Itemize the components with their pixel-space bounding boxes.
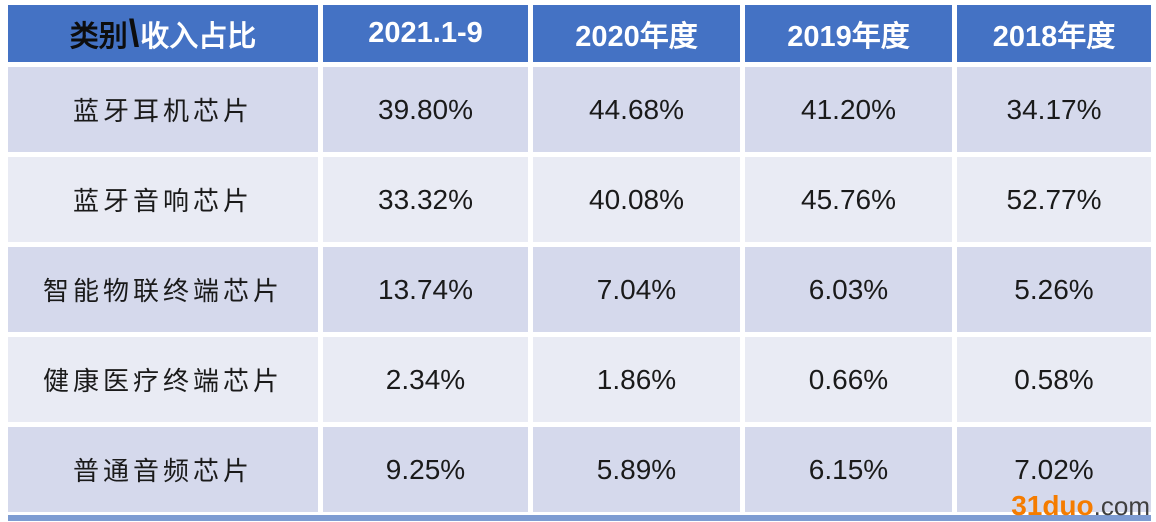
value-cell: 41.20% [745,67,952,152]
value-cell: 5.89% [533,427,740,512]
value-cell: 34.17% [957,67,1151,152]
value-cell: 9.25% [323,427,528,512]
table-row: 蓝牙音响芯片 33.32% 40.08% 45.76% 52.77% [8,157,1151,242]
value-cell: 1.86% [533,337,740,422]
value-cell: 33.32% [323,157,528,242]
value-cell: 13.74% [323,247,528,332]
value-cell: 7.02% [957,427,1151,512]
revenue-share-table: 类别 \ 收入占比 2021.1-9 2020年度 2019年度 2018年度 蓝牙… [8,5,1151,512]
table-row: 普通音频芯片 9.25% 5.89% 6.15% 7.02% [8,427,1151,512]
column-header-2019: 2019年度 [745,5,952,62]
category-cell: 蓝牙耳机芯片 [8,67,318,152]
corner-header-cell: 类别 \ 收入占比 [8,5,318,62]
value-cell: 45.76% [745,157,952,242]
value-cell: 0.66% [745,337,952,422]
value-cell: 0.58% [957,337,1151,422]
column-header-2020: 2020年度 [533,5,740,62]
table-row: 蓝牙耳机芯片 39.80% 44.68% 41.20% 34.17% [8,67,1151,152]
value-cell: 40.08% [533,157,740,242]
watermark-suffix: .com [1093,491,1150,521]
category-cell: 健康医疗终端芯片 [8,337,318,422]
corner-slash: \ [128,12,140,55]
value-cell: 5.26% [957,247,1151,332]
category-cell: 蓝牙音响芯片 [8,157,318,242]
table-bottom-border [8,515,1151,521]
category-cell: 普通音频芯片 [8,427,318,512]
value-cell: 7.04% [533,247,740,332]
value-cell: 6.15% [745,427,952,512]
value-cell: 39.80% [323,67,528,152]
table-row: 智能物联终端芯片 13.74% 7.04% 6.03% 5.26% [8,247,1151,332]
watermark-brand: 31duo [1011,490,1094,521]
table-row: 健康医疗终端芯片 2.34% 1.86% 0.66% 0.58% [8,337,1151,422]
watermark-31duo: 31duo.com [1011,492,1150,520]
value-cell: 44.68% [533,67,740,152]
column-header-2021: 2021.1-9 [323,5,528,62]
corner-label-category: 类别 [69,20,128,53]
column-header-2018: 2018年度 [957,5,1151,62]
value-cell: 52.77% [957,157,1151,242]
category-cell: 智能物联终端芯片 [8,247,318,332]
value-cell: 2.34% [323,337,528,422]
corner-label-revenue-share: 收入占比 [140,20,257,53]
table-header-row: 类别 \ 收入占比 2021.1-9 2020年度 2019年度 2018年度 [8,5,1151,62]
value-cell: 6.03% [745,247,952,332]
